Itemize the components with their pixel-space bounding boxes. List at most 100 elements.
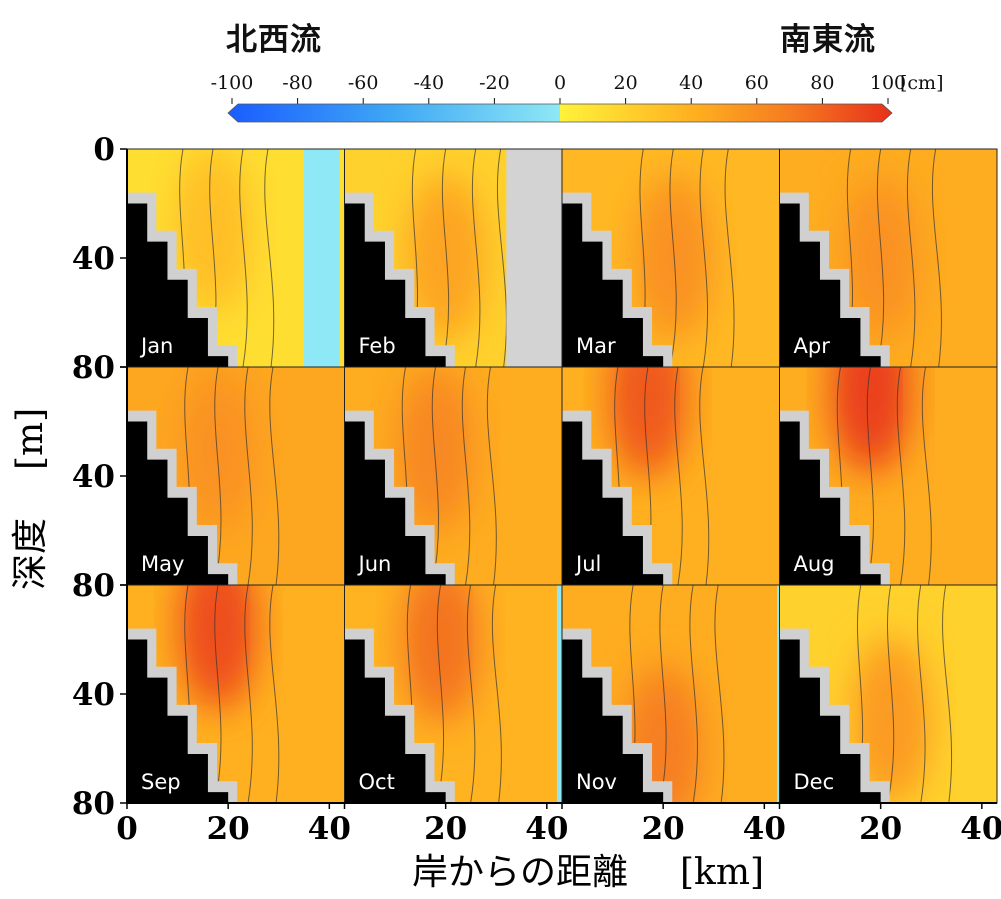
contour-line [471, 149, 481, 367]
x-axis-unit: [km] [680, 852, 764, 893]
colorbar-tick-label: -60 [348, 72, 379, 94]
contour-line [264, 149, 275, 367]
colorbar-tick-label: 40 [679, 72, 703, 94]
month-label: Jul [574, 552, 601, 576]
x-tick-label: 0 [116, 811, 138, 847]
contour-line [896, 367, 906, 585]
contour-line [689, 585, 698, 803]
land-mask [779, 421, 881, 585]
x-tick-label: 40 [525, 811, 568, 847]
northwest-flow-band [304, 149, 340, 367]
panel-oct: Oct [344, 584, 563, 804]
current-core-inner [192, 180, 233, 281]
northwest-flow-label: 北西流 [226, 22, 322, 58]
contour-line [436, 585, 445, 803]
panel-mar: Mar [561, 148, 780, 368]
current-core-inner [415, 398, 456, 499]
current-core-inner [870, 671, 911, 772]
panel-nov: Nov [561, 584, 780, 804]
contour-line [269, 585, 280, 803]
current-core-inner [860, 208, 901, 308]
current-core-inner [653, 208, 694, 308]
panel-may: May [126, 366, 345, 586]
land-mask [562, 421, 664, 585]
contour-line [906, 149, 916, 367]
colorbar-tick-label: -100 [211, 72, 254, 94]
panel-aug: Aug [779, 366, 998, 586]
contour-line [714, 585, 725, 803]
colorbar-unit: [cm] [900, 72, 943, 94]
x-tick-label: 40 [743, 811, 786, 847]
y-tick-label: 40 [72, 459, 115, 495]
month-label: Dec [794, 770, 835, 794]
x-tick-label: 40 [308, 811, 351, 847]
panel-grid: Jan Feb Mar Apr May Jun Jul Aug Sep Oct Nov Dec [126, 148, 998, 804]
land-mask [779, 203, 881, 367]
contour-line [496, 149, 507, 367]
land-mask [127, 203, 229, 367]
current-core-inner [850, 367, 891, 439]
month-label: Jan [139, 334, 173, 358]
contour-line [461, 367, 471, 585]
northwest-flow-band [556, 585, 562, 803]
contour-line [244, 585, 253, 803]
panel-feb: Feb [344, 148, 563, 368]
panel-jun: Jun [344, 366, 563, 586]
contour-line [431, 367, 440, 585]
land-mask [562, 639, 664, 803]
contour-line [214, 585, 222, 803]
y-axis-unit: [m] [10, 408, 51, 470]
colorbar-tick-label: 100 [870, 72, 906, 94]
current-core-inner [420, 589, 461, 690]
current-core-inner [425, 208, 466, 308]
x-tick-label: 20 [642, 811, 685, 847]
contour-line [659, 585, 667, 803]
colorbar-tick-label: -40 [413, 72, 444, 94]
contour-line [244, 367, 253, 585]
y-tick-label: 0 [93, 132, 115, 168]
month-label: May [141, 552, 184, 576]
contour-line [674, 367, 683, 585]
land-mask [127, 421, 229, 585]
current-core-inner [198, 585, 239, 676]
northwest-flow-band [776, 585, 780, 803]
panel-sep: Sep [126, 584, 345, 804]
contour-line [239, 149, 248, 367]
land-mask [127, 639, 229, 803]
no-data-band [506, 149, 562, 367]
colorbar-tick-label: -80 [282, 72, 313, 94]
contour-line [214, 367, 222, 585]
y-axis-label: 深度 [10, 518, 51, 590]
colorbar-tick-label: 0 [554, 72, 566, 94]
month-label: Sep [141, 770, 181, 794]
x-axis-label: 岸からの距離 [412, 852, 628, 893]
contour-line [866, 367, 875, 585]
contour-line [491, 585, 502, 803]
contour-line [917, 585, 926, 803]
panel-dec: Dec [779, 584, 998, 804]
current-core-inner [198, 398, 239, 499]
colorbar-tick-label: 60 [745, 72, 769, 94]
y-tick-label: 80 [72, 350, 115, 386]
month-label: Aug [794, 552, 835, 576]
month-label: Nov [576, 770, 617, 794]
contour-line [921, 367, 932, 585]
month-label: Feb [359, 334, 396, 358]
y-tick-label: 80 [72, 786, 115, 822]
month-label: Oct [359, 770, 395, 794]
contour-line [699, 367, 710, 585]
panel-apr: Apr [779, 148, 998, 368]
colorbar-bar [227, 103, 893, 123]
y-axis-title: 深度 [m] [10, 408, 51, 590]
current-core-inner [643, 698, 684, 799]
colorbar-tick-label: 20 [614, 72, 638, 94]
y-tick-label: 80 [72, 568, 115, 604]
land-mask [344, 203, 446, 367]
contour-line [887, 585, 895, 803]
contour-line [466, 585, 476, 803]
land-mask [562, 203, 664, 367]
x-axis-title: 岸からの距離 [km] [412, 852, 764, 893]
contour-line [876, 149, 885, 367]
